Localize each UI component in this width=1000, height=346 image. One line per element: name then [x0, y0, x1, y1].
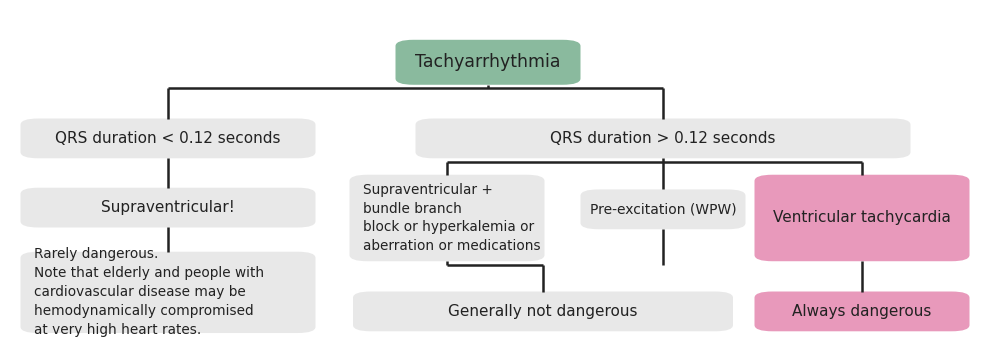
FancyBboxPatch shape	[21, 252, 316, 333]
Text: Always dangerous: Always dangerous	[792, 304, 932, 319]
Text: Supraventricular +
bundle branch
block or hyperkalemia or
aberration or medicati: Supraventricular + bundle branch block o…	[363, 183, 540, 253]
Text: QRS duration > 0.12 seconds: QRS duration > 0.12 seconds	[550, 131, 776, 146]
Text: Pre-excitation (WPW): Pre-excitation (WPW)	[590, 202, 736, 216]
Text: Tachyarrhythmia: Tachyarrhythmia	[415, 53, 561, 71]
FancyBboxPatch shape	[21, 118, 316, 158]
FancyBboxPatch shape	[353, 291, 733, 331]
Text: Supraventricular!: Supraventricular!	[101, 200, 235, 215]
FancyBboxPatch shape	[21, 188, 316, 228]
FancyBboxPatch shape	[350, 175, 544, 261]
FancyBboxPatch shape	[395, 40, 580, 85]
FancyBboxPatch shape	[755, 291, 969, 331]
Text: Ventricular tachycardia: Ventricular tachycardia	[773, 210, 951, 226]
FancyBboxPatch shape	[580, 190, 746, 229]
FancyBboxPatch shape	[755, 175, 969, 261]
Text: Generally not dangerous: Generally not dangerous	[448, 304, 638, 319]
Text: QRS duration < 0.12 seconds: QRS duration < 0.12 seconds	[55, 131, 281, 146]
FancyBboxPatch shape	[416, 118, 911, 158]
Text: Rarely dangerous.
Note that elderly and people with
cardiovascular disease may b: Rarely dangerous. Note that elderly and …	[34, 247, 264, 337]
